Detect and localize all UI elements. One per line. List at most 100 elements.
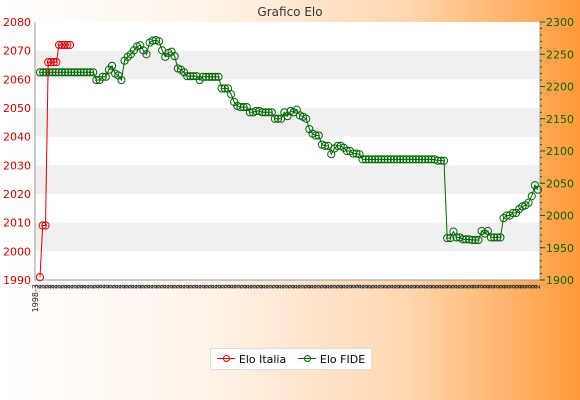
data-point-fide [367,155,377,164]
data-point-fide [76,68,85,77]
data-point-fide [468,235,477,245]
data-point-fide [361,155,370,164]
grid-bands [35,22,540,280]
x-tick-label: 2 [239,284,248,289]
x-tick-label: 2 [290,284,299,289]
x-tick-label: 2 [312,284,321,289]
x-tick-label: 2 [242,284,251,289]
x-tick-label: 2 [434,284,443,289]
x-tick-label: 2 [117,284,126,289]
x-tick-label: 2 [149,284,158,289]
x-tick-label: 2 [399,284,408,289]
data-point-fide [198,72,207,81]
data-point-fide [54,68,63,77]
x-tick-label: 2 [53,284,62,289]
data-point-fide [205,72,214,81]
x-tick-label: 2 [255,284,264,289]
x-tick-label: 2 [428,284,437,289]
x-tick-label: 2 [111,284,120,289]
x-tick-label: 2 [223,284,232,289]
x-tick-label: 2 [50,284,59,289]
data-point-fide [302,114,311,123]
x-tick-label: 2 [76,284,85,289]
data-point-fide [86,68,95,77]
data-point-fide [239,103,248,112]
x-tick-label: 2 [303,284,312,289]
x-tick-label: 2 [533,284,542,289]
data-point-fide [486,233,496,242]
data-point-fide [70,68,79,77]
data-point-fide [270,114,280,123]
x-tick-label: 2 [354,284,363,289]
x-tick-label: 2 [322,284,331,289]
x-tick-label: 2 [373,284,382,289]
data-point-fide [349,149,358,158]
x-tick-label: 2 [463,284,472,289]
data-point-fide [189,72,198,81]
data-point-fide [217,84,226,93]
x-tick-label: 2 [181,284,190,289]
x-tick-label: 2 [348,284,357,289]
data-point-fide [252,106,261,116]
data-point-italia [60,40,69,50]
y-right-tick-label: 2300 [546,16,574,29]
data-point-italia [65,40,75,50]
x-tick-label: 2 [274,284,283,289]
data-point-fide [424,155,433,164]
data-point-fide [427,155,436,164]
data-point-fide [245,108,254,117]
x-tick-label: 2 [121,284,130,289]
data-point-fide [45,68,54,77]
x-tick-label: 2 [217,284,226,289]
x-tick-label: 2 [296,284,305,289]
x-tick-label: 2 [280,284,289,289]
x-tick-label: 2 [316,284,325,289]
x-tick-label: 2 [226,284,235,289]
x-tick-label: 2 [392,284,401,289]
x-tick-label: 2 [364,284,373,289]
data-point-fide [402,155,411,164]
x-tick-label: 2 [229,284,238,289]
data-point-italia [57,40,66,50]
x-tick-label: 2 [405,284,414,289]
x-tick-label: 2 [376,284,385,289]
x-tick-label: 2 [415,284,424,289]
y-right-tick-label: 2050 [546,177,574,190]
x-tick-label: 2 [194,284,203,289]
x-tick-label: 2 [408,284,417,289]
x-tick-label: 2 [277,284,286,289]
data-point-fide [57,68,67,77]
data-point-fide [148,36,157,45]
x-tick-label: 2 [431,284,440,289]
data-point-fide [261,108,270,117]
data-point-fide [154,37,164,46]
data-point-fide [183,72,192,81]
x-tick-label: 2 [504,284,513,289]
legend-item-fide[interactable]: Elo FIDE [297,353,365,366]
x-tick-label: 2 [85,284,94,289]
data-point-italia [49,58,58,67]
data-point-fide [483,226,492,236]
legend-item-italia[interactable]: Elo Italia [216,353,286,366]
x-tick-label: 2 [475,284,484,289]
x-tick-label: 2 [105,284,114,289]
x-tick-label: 2 [357,284,366,289]
data-point-fide [82,68,92,77]
x-tick-label: 2 [530,284,539,289]
x-tick-label: 2 [293,284,302,289]
data-point-fide [201,72,211,81]
x-tick-label: 2 [162,284,171,289]
x-tick-label: 2 [245,284,254,289]
x-tick-label: 2 [137,284,146,289]
y-left-tick-label: 2030 [3,159,31,172]
x-tick-label: 2 [507,284,516,289]
x-tick-label: 2 [37,284,46,289]
data-point-fide [380,155,389,164]
data-point-fide [117,75,126,85]
x-tick-label: 2 [338,284,347,289]
x-tick-label: 2 [201,284,210,289]
x-tick-label: 2 [482,284,491,289]
y-left-tick-label: 2040 [3,131,31,144]
legend-marker-fide [297,355,316,363]
